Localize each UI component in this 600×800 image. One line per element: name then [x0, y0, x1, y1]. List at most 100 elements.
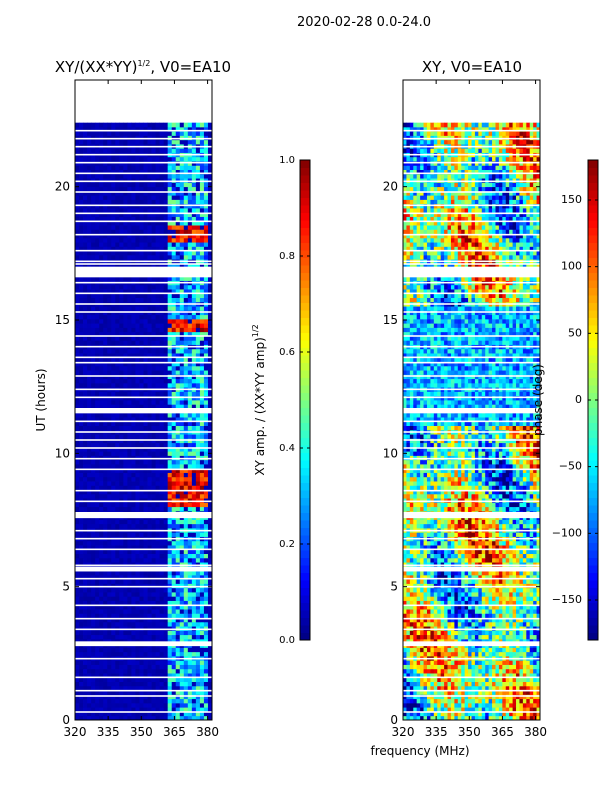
heatmap-cell — [199, 314, 205, 320]
heatmap-cell — [99, 365, 104, 371]
heatmap-cell — [179, 570, 185, 576]
heatmap-cell — [111, 545, 116, 550]
heatmap-cell — [199, 506, 205, 512]
heatmap-cell — [159, 464, 165, 469]
heatmap-cell — [83, 182, 88, 188]
heatmap-cell — [183, 412, 189, 418]
heatmap-cell — [183, 587, 189, 593]
heatmap-cell — [107, 579, 112, 584]
heatmap-cell — [127, 677, 132, 682]
heatmap-cell — [131, 630, 136, 636]
heatmap-cell — [135, 557, 140, 563]
heatmap-cell — [207, 489, 213, 495]
heatmap-cell — [79, 464, 84, 469]
heatmap-cell — [119, 370, 124, 375]
heatmap-cell — [115, 250, 120, 256]
heatmap-cell — [115, 519, 120, 525]
heatmap-cell — [135, 613, 140, 618]
heatmap-cell — [79, 178, 84, 183]
heatmap-cell — [139, 523, 144, 529]
heatmap-cell — [175, 634, 181, 640]
heatmap-cell — [143, 225, 148, 230]
heatmap-cell — [423, 715, 428, 721]
heatmap-cell — [103, 613, 108, 618]
heatmap-cell — [115, 498, 120, 503]
heatmap-cell — [195, 579, 201, 584]
heatmap-cell — [103, 634, 108, 640]
heatmap-cell — [83, 173, 88, 179]
heatmap-cell — [103, 476, 108, 482]
heatmap-cell — [171, 378, 177, 384]
heatmap-cell — [83, 638, 88, 644]
heatmap-cell — [127, 604, 132, 610]
heatmap-cell — [179, 660, 185, 665]
heatmap-cell — [143, 540, 148, 546]
heatmap-cell — [95, 336, 100, 341]
heatmap-cell — [123, 297, 128, 303]
heatmap-cell — [203, 246, 209, 252]
heatmap-cell — [87, 668, 92, 674]
heatmap-cell — [135, 690, 140, 695]
heatmap-cell — [75, 378, 80, 384]
heatmap-cell — [103, 626, 108, 631]
heatmap-cell — [203, 400, 209, 405]
heatmap-cell — [111, 592, 116, 597]
heatmap-cell — [119, 135, 124, 141]
heatmap-cell — [183, 502, 189, 508]
heatmap-cell — [203, 348, 209, 354]
heatmap-cell — [175, 596, 181, 601]
heatmap-cell — [87, 549, 92, 554]
heatmap-cell — [187, 476, 193, 482]
heatmap-cell — [119, 698, 124, 704]
heatmap-cell — [111, 664, 116, 670]
heatmap-cell — [151, 195, 156, 200]
heatmap-cell — [179, 131, 185, 136]
heatmap-cell — [195, 707, 201, 712]
heatmap-cell — [187, 412, 193, 418]
heatmap-cell — [159, 263, 165, 269]
colorbar-swatch — [300, 490, 310, 498]
heatmap-cell — [143, 553, 148, 559]
heatmap-cell — [111, 425, 116, 431]
heatmap-cell — [83, 246, 88, 252]
heatmap-cell — [151, 293, 156, 298]
heatmap-cell — [191, 664, 197, 670]
heatmap-cell — [139, 711, 144, 717]
heatmap-cell — [103, 284, 108, 290]
heatmap-cell — [191, 246, 197, 252]
heatmap-cell — [163, 592, 169, 597]
heatmap-cell — [123, 587, 128, 593]
heatmap-cell — [75, 651, 80, 657]
data-gap — [75, 711, 212, 713]
heatmap-cell — [115, 647, 120, 653]
heatmap-cell — [175, 485, 181, 490]
heatmap-cell — [87, 673, 92, 678]
heatmap-cell — [95, 673, 100, 678]
heatmap-cell — [191, 156, 197, 162]
heatmap-cell — [199, 664, 205, 670]
heatmap-cell — [147, 336, 152, 341]
heatmap-cell — [159, 685, 165, 691]
heatmap-cell — [135, 378, 140, 384]
heatmap-cell — [123, 540, 128, 546]
heatmap-cell — [139, 306, 144, 311]
heatmap-cell — [199, 404, 205, 409]
heatmap-cell — [171, 617, 177, 623]
heatmap-cell — [183, 212, 189, 217]
heatmap-cell — [107, 391, 112, 397]
heatmap-cell — [123, 412, 128, 418]
heatmap-cell — [87, 715, 92, 721]
heatmap-cell — [199, 353, 205, 358]
heatmap-cell — [143, 186, 148, 192]
heatmap-cell — [151, 276, 156, 281]
heatmap-cell — [95, 502, 100, 508]
heatmap-cell — [127, 690, 132, 695]
heatmap-cell — [75, 702, 80, 708]
heatmap-cell — [155, 126, 161, 132]
heatmap-cell — [111, 348, 116, 354]
heatmap-cell — [179, 476, 185, 482]
heatmap-cell — [199, 600, 205, 606]
heatmap-cell — [95, 651, 100, 657]
heatmap-cell — [187, 314, 193, 320]
heatmap-cell — [87, 233, 92, 239]
